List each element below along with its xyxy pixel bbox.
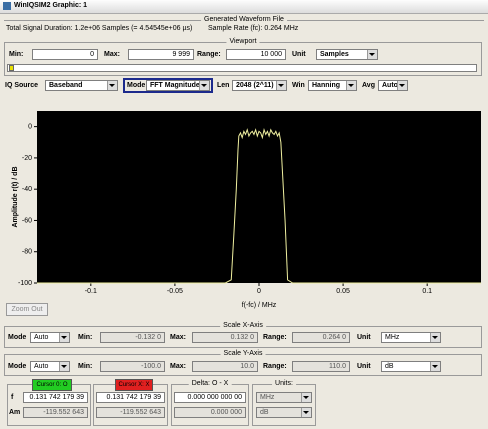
spectrum-line (37, 127, 481, 284)
x-tick-label: 0 (257, 288, 261, 295)
waveform-group: Generated Waveform File (4, 15, 484, 36)
units-group: Units: (252, 379, 316, 426)
group-heading: Units: (272, 379, 296, 389)
y-tick-label: 0 (28, 123, 32, 130)
label: Mode (8, 334, 27, 341)
slider-track[interactable] (7, 64, 477, 72)
dropdown[interactable]: Auto (30, 361, 70, 372)
label: Max: (170, 363, 186, 370)
label: Avg (362, 82, 375, 89)
label: Range: (263, 334, 287, 341)
title-bar (0, 0, 488, 14)
dropdown[interactable]: FFT Magnitude (146, 80, 210, 91)
input[interactable]: 110.0 (292, 361, 350, 372)
y-axis-label: Amplitude r(t) / dB (12, 166, 19, 227)
input[interactable]: 9 999 (128, 49, 194, 60)
label: Unit (292, 51, 306, 58)
dropdown[interactable]: Hanning (308, 80, 357, 91)
label: Am (9, 409, 21, 416)
group-heading: Viewport (226, 37, 260, 47)
input[interactable]: -119.552 643 (96, 407, 165, 418)
label: IQ Source (5, 82, 39, 89)
scale-y-group: Scale Y-Axis (4, 349, 482, 376)
label: Range: (197, 51, 221, 58)
y-tick-label: -20 (22, 155, 32, 162)
window-title: WinIQSIM2 Graphic: 1 (14, 2, 88, 9)
x-tick-label: 0.05 (336, 288, 350, 295)
cursor-x-label: Cursor X: X (115, 379, 153, 391)
input[interactable]: -119.552 643 (23, 407, 88, 418)
input[interactable]: 0.131 742 179 39 (23, 392, 88, 403)
input[interactable]: 0.000 000 000 00 (174, 392, 246, 403)
dropdown[interactable]: dB (256, 407, 312, 418)
dropdown[interactable]: 2048 (2^11) (232, 80, 287, 91)
label: Min: (9, 51, 24, 58)
label: Range: (263, 363, 287, 370)
label: Min: (78, 334, 93, 341)
input[interactable]: 0.000 000 (174, 407, 246, 418)
y-tick-label: -60 (22, 217, 32, 224)
window-icon (3, 2, 11, 10)
label: Max: (104, 51, 120, 58)
x-axis-label: f(-fc) / MHz (242, 302, 277, 309)
input[interactable]: -0.132 0 (100, 332, 165, 343)
dropdown[interactable]: Auto (30, 332, 70, 343)
dropdown[interactable]: MHz (256, 392, 312, 403)
dropdown[interactable]: dB (381, 361, 441, 372)
cursor-o-label: Cursor 0: O (32, 379, 72, 391)
x-tick-label: -0.05 (167, 288, 183, 295)
duration-text: Total Signal Duration: 1.2e+06 Samples (… (6, 25, 193, 32)
label: Len (217, 82, 230, 89)
plot-area (37, 111, 481, 283)
label: Mode (8, 363, 27, 370)
zoom-out-button[interactable]: Zoom Out (6, 303, 48, 316)
group-heading: Scale Y-Axis (220, 349, 266, 359)
y-tick-label: -100 (18, 280, 32, 287)
x-tick-label: -0.1 (85, 288, 97, 295)
y-tick-label: -40 (22, 186, 32, 193)
group-heading: Generated Waveform File (201, 15, 287, 25)
label: Max: (170, 334, 186, 341)
dropdown[interactable]: Auto (378, 80, 408, 91)
label: Win (292, 82, 305, 89)
input[interactable]: 0.132 0 (192, 332, 258, 343)
dropdown[interactable]: MHz (381, 332, 441, 343)
viewport-group: Viewport (4, 37, 482, 76)
group-heading: Delta: O - X (188, 379, 232, 389)
group-heading: Scale X-Axis (220, 321, 266, 331)
x-tick-label: 0.1 (422, 288, 432, 295)
sample-rate-text: Sample Rate (fc): 0.264 MHz (208, 25, 299, 32)
input[interactable]: 10.0 (192, 361, 258, 372)
slider-thumb[interactable] (9, 65, 14, 71)
label: Mode (127, 82, 146, 89)
dropdown[interactable]: Samples (316, 49, 378, 60)
input[interactable]: -100.0 (100, 361, 165, 372)
dropdown[interactable]: Baseband (45, 80, 118, 91)
label: Min: (78, 363, 93, 370)
label: Unit (357, 334, 371, 341)
y-tick-label: -80 (22, 249, 32, 256)
input[interactable]: 0 (32, 49, 98, 60)
label: f (11, 394, 14, 401)
label: Unit (357, 363, 371, 370)
input[interactable]: 0.264 0 (292, 332, 350, 343)
delta-group: Delta: O - X (171, 379, 249, 426)
scale-x-group: Scale X-Axis (4, 321, 482, 348)
input[interactable]: 0.131 742 179 39 (96, 392, 165, 403)
input[interactable]: 10 000 (226, 49, 286, 60)
mode-frame (123, 78, 213, 93)
spectrum-chart: f(-fc) / MHz Amplitude r(t) / dB -0.1 -0.… (12, 111, 481, 309)
